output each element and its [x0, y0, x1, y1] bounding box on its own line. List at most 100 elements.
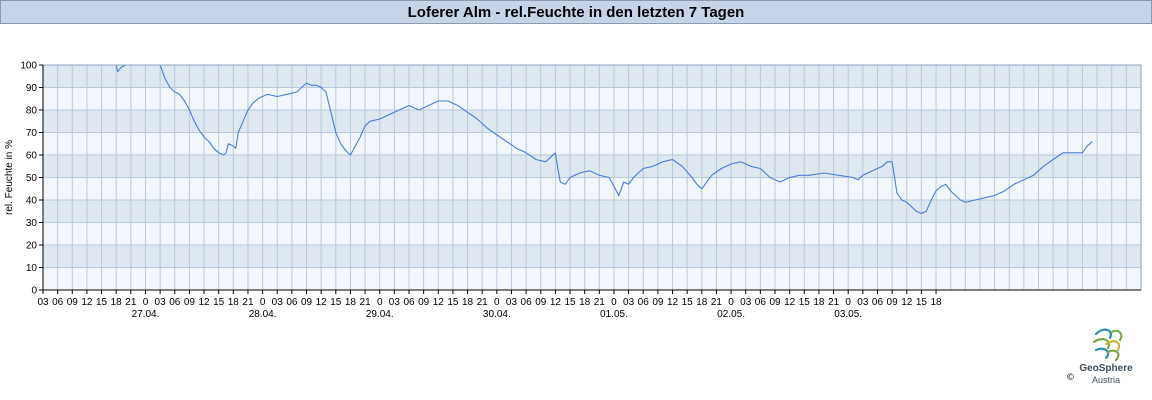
x-tick-label: 0	[494, 297, 500, 308]
y-tick-label: 10	[26, 263, 38, 274]
x-tick-label: 09	[418, 297, 430, 308]
x-tick-label: 09	[769, 297, 781, 308]
x-tick-label: 21	[594, 297, 606, 308]
x-tick-label: 03	[857, 297, 869, 308]
x-tick-label: 18	[696, 297, 708, 308]
x-tick-label: 18	[813, 297, 825, 308]
x-tick-label: 15	[564, 297, 576, 308]
x-tick-label: 12	[667, 297, 679, 308]
chart-title: Loferer Alm - rel.Feuchte in den letzten…	[0, 0, 1152, 24]
x-day-label: 27.04.	[132, 309, 160, 320]
x-tick-label: 06	[872, 297, 884, 308]
y-tick-label: 80	[26, 106, 38, 117]
x-day-label: 28.04.	[249, 309, 277, 320]
x-tick-label: 21	[360, 297, 372, 308]
x-tick-label: 03	[272, 297, 284, 308]
x-tick-label: 18	[228, 297, 240, 308]
x-tick-label: 0	[260, 297, 266, 308]
plot-band	[43, 222, 1141, 245]
logo-name: GeoSphere	[1079, 363, 1133, 374]
plot-band	[43, 155, 1141, 178]
x-tick-label: 21	[125, 297, 137, 308]
x-tick-label: 12	[198, 297, 210, 308]
x-day-label: 03.05.	[834, 309, 862, 320]
x-tick-label: 0	[845, 297, 851, 308]
x-tick-label: 12	[316, 297, 328, 308]
y-tick-label: 40	[26, 196, 38, 207]
x-tick-label: 06	[403, 297, 415, 308]
y-tick-label: 100	[20, 61, 37, 72]
x-tick-label: 15	[682, 297, 694, 308]
y-tick-label: 30	[26, 218, 38, 229]
y-tick-label: 70	[26, 128, 38, 139]
x-tick-label: 12	[81, 297, 93, 308]
series-layer	[115, 64, 1093, 215]
x-tick-label: 06	[638, 297, 650, 308]
x-tick-labels: 03 06 09 12 15 18 21 0 03 06 09 12 15 18 21 0 03 06 09 12 15…	[37, 290, 942, 308]
x-tick-label: 18	[111, 297, 123, 308]
x-tick-label: 0	[377, 297, 383, 308]
x-tick-label: 09	[67, 297, 79, 308]
x-tick-label: 12	[784, 297, 796, 308]
x-tick-label: 09	[652, 297, 664, 308]
x-tick-label: 21	[711, 297, 723, 308]
plot-band	[43, 267, 1141, 290]
day-labels: 27.04. 28.04. 29.04. 30.04. 01.05. 02.05. 03.0…	[132, 309, 863, 320]
x-tick-label: 09	[535, 297, 547, 308]
y-tick-label: 0	[31, 286, 37, 297]
x-tick-label: 06	[169, 297, 181, 308]
x-tick-label: 12	[433, 297, 445, 308]
plot-band	[43, 65, 1141, 88]
plot-band	[43, 132, 1141, 155]
x-tick-label: 03	[740, 297, 752, 308]
x-tick-label: 15	[330, 297, 342, 308]
x-tick-label: 12	[901, 297, 913, 308]
x-day-label: 01.05.	[600, 309, 628, 320]
x-day-label: 29.04.	[366, 309, 394, 320]
x-day-label: 02.05.	[717, 309, 745, 320]
geosphere-logo-icon	[1092, 328, 1123, 362]
x-tick-label: 18	[462, 297, 474, 308]
x-tick-label: 03	[155, 297, 167, 308]
x-tick-label: 15	[213, 297, 225, 308]
x-tick-label: 09	[887, 297, 899, 308]
x-tick-label: 0	[611, 297, 617, 308]
x-tick-label: 18	[345, 297, 357, 308]
x-tick-label: 18	[930, 297, 942, 308]
x-tick-label: 15	[799, 297, 811, 308]
plot-band	[43, 110, 1141, 133]
x-tick-label: 03	[506, 297, 518, 308]
x-tick-label: 15	[96, 297, 108, 308]
y-tick-label: 60	[26, 151, 38, 162]
plot-band	[43, 87, 1141, 110]
x-tick-label: 06	[286, 297, 298, 308]
x-tick-label: 15	[447, 297, 459, 308]
x-tick-label: 21	[828, 297, 840, 308]
y-axis-label: rel. Feuchte in %	[4, 140, 15, 215]
plot-band	[43, 245, 1141, 268]
x-tick-label: 03	[389, 297, 401, 308]
copyright-symbol: ©	[1066, 373, 1075, 383]
x-tick-label: 15	[916, 297, 928, 308]
y-tick-label: 50	[26, 173, 38, 184]
x-tick-label: 03	[37, 297, 49, 308]
y-tick-label: 20	[26, 241, 38, 252]
x-tick-label: 21	[477, 297, 489, 308]
x-tick-label: 09	[184, 297, 196, 308]
x-tick-label: 12	[550, 297, 562, 308]
x-tick-label: 06	[521, 297, 533, 308]
plot-bands	[43, 65, 1141, 290]
x-tick-label: 18	[579, 297, 591, 308]
humidity-series-line	[115, 64, 1093, 215]
logo-subtitle: Austria	[1091, 375, 1120, 385]
x-tick-label: 0	[143, 297, 149, 308]
x-tick-label: 06	[52, 297, 64, 308]
plot-band	[43, 200, 1141, 223]
y-tick-label: 90	[26, 83, 38, 94]
x-tick-label: 21	[242, 297, 254, 308]
x-day-label: 30.04.	[483, 309, 511, 320]
plot-band	[43, 177, 1141, 200]
y-tick-labels: 0 10 20 30 40 50 60 70 80 90 100	[20, 61, 43, 297]
x-tick-label: 06	[755, 297, 767, 308]
